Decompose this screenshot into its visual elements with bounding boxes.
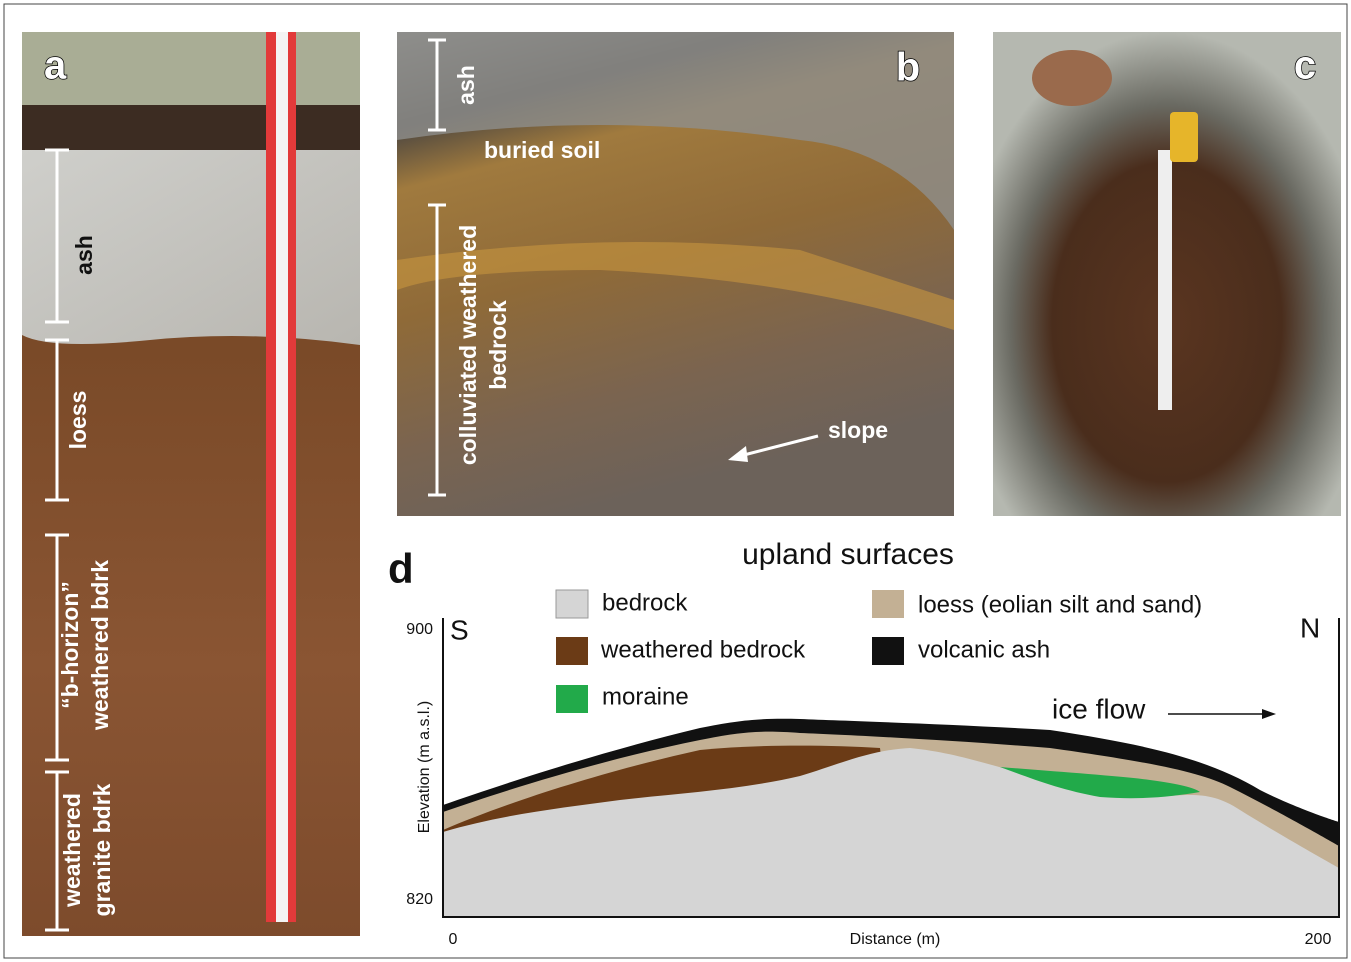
annotation: weathered	[59, 793, 85, 908]
annotation: buried soil	[484, 137, 600, 163]
x-axis-label: Distance (m)	[850, 931, 941, 948]
panel-label: d	[388, 545, 414, 592]
topsoil	[22, 105, 360, 150]
vegetation	[22, 32, 360, 112]
arrowhead	[1262, 709, 1276, 719]
annotation: ash	[453, 65, 479, 105]
legend-swatch	[872, 637, 904, 665]
direction-label: N	[1300, 612, 1320, 643]
legend-label: volcanic ash	[918, 636, 1050, 663]
annotation: weathered bdrk	[87, 560, 113, 731]
legend-label: moraine	[602, 683, 689, 710]
annotation: ice flow	[1052, 693, 1146, 724]
ruler-center	[276, 32, 288, 922]
legend-swatch	[556, 590, 588, 618]
panel-label: b	[896, 46, 920, 90]
panel-d: d upland surfaces bedrock weathered bedr…	[388, 538, 1339, 948]
legend-swatch	[556, 637, 588, 665]
rock	[1032, 50, 1112, 106]
y-tick-label: 900	[406, 621, 433, 638]
panel-b: b ash buried soil colluviated weathered …	[397, 32, 954, 516]
legend-swatch	[872, 590, 904, 618]
legend-label: bedrock	[602, 589, 688, 616]
annotation: colluviated weathered	[455, 225, 481, 465]
panel-c: c	[993, 32, 1341, 516]
direction-label: S	[450, 614, 469, 645]
legend-label: weathered bedrock	[600, 636, 806, 663]
legend-label: loess (eolian silt and sand)	[918, 591, 1202, 618]
panel-label: c	[1294, 44, 1316, 88]
x-tick-label: 0	[449, 931, 458, 948]
y-axis-label: Elevation (m a.s.l.)	[416, 701, 433, 833]
x-tick-label: 200	[1305, 931, 1332, 948]
diagram-title: upland surfaces	[742, 538, 954, 571]
annotation: ash	[71, 235, 97, 275]
ruler	[1158, 150, 1172, 410]
annotation: loess	[65, 391, 91, 450]
legend-swatch	[556, 685, 588, 713]
ruler-case	[1170, 112, 1198, 162]
annotation: “b-horizon”	[57, 581, 83, 709]
annotation: bedrock	[485, 300, 511, 390]
annotation: granite bdrk	[89, 783, 115, 916]
annotation: slope	[828, 417, 888, 443]
figure: a ash loess “b-horizon” weathered bdrk w…	[0, 0, 1351, 962]
panel-a: a ash loess “b-horizon” weathered bdrk w…	[22, 32, 360, 936]
panel-label: a	[44, 44, 67, 88]
y-tick-label: 820	[406, 891, 433, 908]
